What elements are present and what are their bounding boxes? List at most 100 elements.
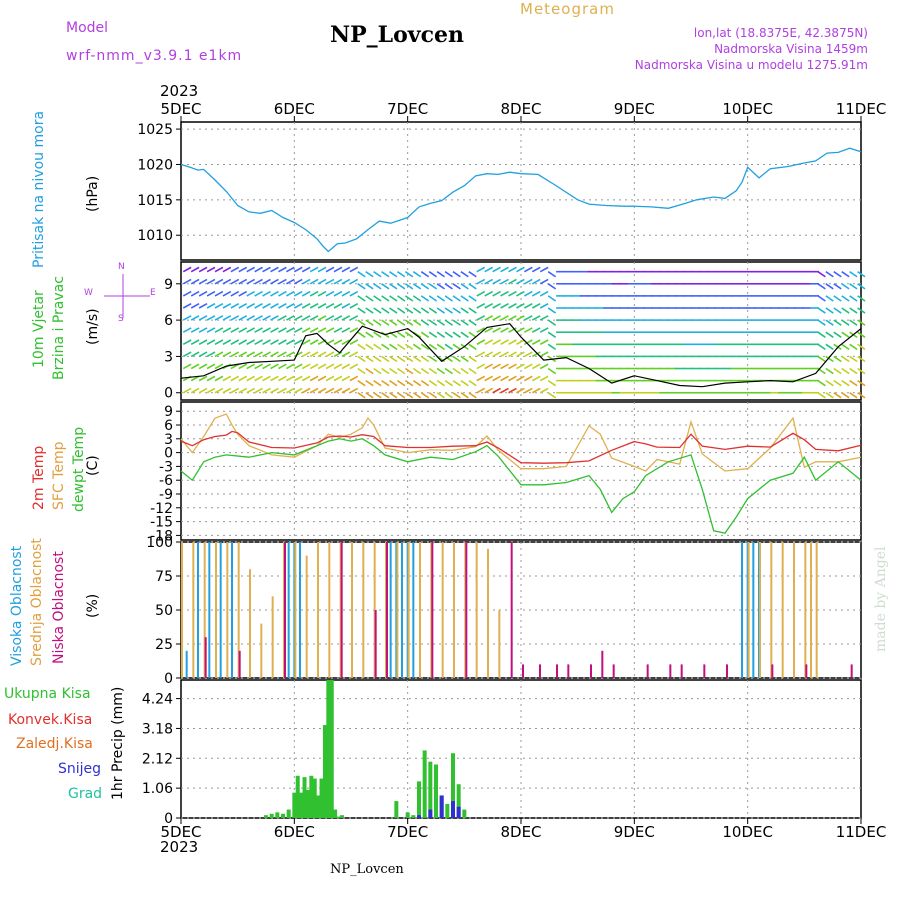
precip-bar-rain: [319, 778, 324, 818]
wind-arrow: [293, 315, 303, 321]
ytick-label-temp: 0: [164, 446, 173, 462]
wind-arrow: [841, 367, 850, 375]
wind-arrow: [508, 302, 517, 309]
wind-arrow: [516, 363, 525, 370]
wind-arrow: [333, 375, 343, 382]
wind-arrow: [531, 387, 541, 394]
ytick-label-temp: 6: [164, 418, 173, 434]
wind-arrow: [349, 387, 359, 394]
model-name: wrf-nmm_v3.9.1 e1km: [66, 48, 243, 64]
pressure-line: [180, 147, 862, 253]
wind-arrow: [222, 327, 232, 333]
precip-bar-rain: [339, 815, 344, 818]
compass-north: N: [118, 262, 125, 272]
wind-arrow: [833, 271, 842, 278]
ytick-label-precip: 2.12: [142, 751, 173, 767]
wind-arrow: [349, 363, 359, 370]
wind-arrow: [460, 319, 469, 326]
precip-bar-rain: [394, 801, 399, 818]
wind-arrow: [500, 363, 509, 370]
cloud-bar-mid: [351, 542, 353, 678]
wind-arrow: [444, 295, 453, 302]
wind-arrow: [365, 343, 374, 351]
wind-arrow: [381, 343, 390, 351]
wind-arrow: [420, 319, 430, 326]
wind-arrow: [468, 379, 477, 387]
wind-arrow: [333, 302, 343, 309]
ytick-label-wind: 6: [164, 313, 173, 329]
cloud-bar-high: [231, 542, 233, 678]
wind-arrow: [476, 387, 486, 394]
cloud-label-low: Niska Oblacnost: [51, 551, 67, 664]
wind-arrow: [460, 392, 469, 399]
wind-arrow: [484, 363, 494, 370]
wind-arrow: [404, 283, 414, 290]
wind-arrow: [230, 375, 240, 382]
wind-arrow: [492, 302, 501, 309]
wind-arrow: [357, 295, 366, 302]
wind-arrow: [539, 375, 549, 382]
cloud-bar-high: [741, 542, 743, 678]
wind-arrow: [857, 343, 866, 351]
wind-arrow: [309, 327, 319, 333]
wind-arrow: [317, 278, 327, 285]
wind-arrow: [524, 315, 533, 321]
wind-arrow: [547, 271, 557, 278]
wind-arrow: [404, 307, 414, 314]
wind-arrow: [246, 387, 256, 394]
wind-arrow: [325, 387, 335, 394]
wind-arrow: [349, 278, 359, 285]
compass-east: E: [150, 288, 156, 298]
wind-arrow: [849, 392, 858, 399]
temp-label-sfc: SFC Temp: [51, 441, 67, 510]
wind-arrow: [452, 319, 461, 326]
wind-arrow: [309, 315, 319, 321]
cloud-bar-mid: [793, 542, 795, 678]
wind-arrow: [293, 351, 303, 358]
wind-arrow: [428, 367, 438, 375]
wind-arrow: [817, 392, 826, 399]
wind-arrow: [341, 375, 351, 382]
wind-arrow: [357, 355, 366, 363]
wind-arrow: [341, 266, 351, 273]
wind-arrow: [333, 387, 343, 394]
wind-arrow: [293, 387, 303, 394]
wind-arrow: [309, 351, 319, 358]
wind-arrow: [404, 355, 414, 363]
wind-arrow: [404, 379, 414, 387]
wind-arrow: [270, 363, 279, 370]
wind-arrow: [500, 339, 509, 346]
wind-arrow: [270, 351, 279, 358]
wind-arrow: [500, 351, 509, 358]
cloud-bar-low: [612, 664, 615, 678]
wind-arrow: [452, 355, 461, 363]
precip-bar-rain: [264, 815, 268, 818]
wind-arrow: [238, 351, 248, 358]
wind-arrow: [516, 266, 525, 273]
wind-arrow: [317, 315, 327, 321]
wind-arrow: [436, 367, 446, 375]
wind-arrow: [286, 363, 295, 370]
wind-arrow: [317, 302, 327, 309]
wind-arrow: [333, 339, 343, 346]
model-label: Model: [66, 20, 109, 36]
wind-arrow: [190, 363, 200, 370]
wind-arrow: [325, 302, 335, 309]
wind-arrow: [547, 379, 557, 387]
wind-arrow: [222, 302, 232, 309]
wind-arrow: [206, 387, 216, 394]
wind-arrow: [301, 266, 311, 273]
wind-arrow: [444, 271, 453, 278]
wind-arrow: [468, 355, 477, 363]
wind-arrow: [817, 319, 826, 326]
wind-arrow: [190, 387, 200, 394]
wind-arrow: [254, 339, 263, 346]
ytick-label-temp: 3: [164, 432, 173, 448]
wind-unit: (m/s): [85, 308, 101, 345]
wind-arrow: [198, 290, 208, 297]
wind-arrow: [524, 375, 533, 382]
wind-arrow: [198, 315, 208, 321]
wind-arrow: [262, 363, 271, 370]
wind-arrow: [452, 343, 461, 351]
